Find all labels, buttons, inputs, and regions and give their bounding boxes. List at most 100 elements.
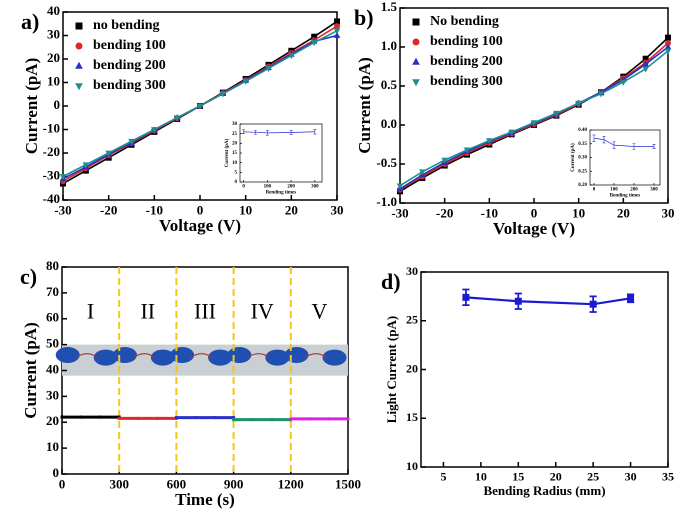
segment-label: I [87, 299, 94, 324]
y-tick-label: 0.20 [578, 183, 587, 188]
x-tick-label: -10 [146, 203, 163, 218]
marker [530, 120, 538, 127]
y-tick-label: 10 [46, 439, 59, 454]
y-tick-label: 0.5 [381, 77, 398, 92]
marker [265, 66, 272, 72]
x-tick-label: 100 [610, 188, 618, 193]
marker [642, 60, 649, 67]
y-axis-label: Light Current (pA) [384, 316, 399, 423]
marker [251, 418, 255, 422]
glove [150, 349, 175, 366]
marker [334, 23, 340, 30]
marker [82, 162, 90, 169]
series-line [465, 296, 631, 306]
y-axis-label: Current (pA) [21, 322, 40, 418]
x-tick-label: 200 [287, 185, 295, 190]
x-axis-label: Time (s) [175, 490, 235, 509]
marker [334, 18, 340, 25]
y-tick-label: 0.25 [578, 169, 587, 174]
error-bar [652, 144, 656, 149]
x-tick-label: 300 [311, 185, 319, 190]
y-tick-label: 0 [54, 97, 61, 112]
marker [627, 294, 635, 302]
error-bar [632, 143, 636, 150]
marker [412, 18, 420, 26]
marker [462, 293, 470, 301]
marker [98, 415, 102, 419]
error-bar [253, 130, 257, 135]
y-tick-label: 30 [46, 387, 59, 402]
y-tick-label: -0.5 [376, 155, 397, 170]
marker [311, 33, 318, 40]
marker [193, 416, 197, 420]
x-tick-label: 30 [331, 203, 344, 218]
marker [59, 174, 67, 181]
glove [322, 349, 347, 366]
y-tick-label: 40 [47, 3, 60, 18]
error-bar [265, 130, 269, 136]
segment-label: V [311, 299, 327, 324]
y-tick-label: 10 [232, 161, 238, 166]
glove [55, 346, 80, 363]
marker [486, 138, 493, 145]
x-tick-label: 0 [59, 477, 66, 492]
sample-film [132, 353, 156, 358]
y-tick-label: 20 [232, 141, 238, 146]
marker [289, 417, 293, 421]
x-tick-label: 20 [550, 470, 562, 484]
marker [575, 100, 582, 107]
y-tick-label: 60 [46, 310, 59, 325]
legend-label: bending 200 [93, 58, 166, 73]
marker [346, 417, 350, 421]
y-tick-label: 10 [406, 459, 418, 473]
marker [333, 31, 341, 38]
sample-film [75, 353, 99, 358]
x-tick-label: 20 [617, 206, 630, 221]
sample-film [247, 353, 270, 358]
x-tick-label: 25 [587, 470, 599, 484]
error-bar [592, 134, 596, 142]
y-tick-label: 70 [46, 284, 59, 299]
y-tick-label: 30 [232, 122, 238, 127]
y-tick-label: 0.0 [381, 116, 397, 131]
glove [93, 349, 118, 366]
glove [112, 346, 137, 363]
y-tick-label: 25 [232, 132, 238, 137]
marker [441, 157, 448, 164]
panel-label: c) [20, 264, 37, 289]
marker [75, 83, 83, 91]
y-tick-label: 30 [47, 26, 60, 41]
marker [75, 22, 83, 30]
marker [327, 417, 331, 421]
x-tick-label: 30 [625, 470, 637, 484]
legend-label: no bending [93, 18, 160, 33]
x-tick-label: -20 [100, 203, 117, 218]
x-tick-label: 1500 [335, 477, 361, 492]
plot-frame [420, 271, 669, 468]
y-tick-label: 15 [232, 151, 238, 156]
marker [412, 57, 420, 65]
x-axis-label: Voltage (V) [493, 219, 575, 238]
x-tick-label: 10 [475, 470, 487, 484]
x-tick-label: 5 [440, 470, 446, 484]
panel-label: d) [381, 269, 401, 294]
panel-label: b) [354, 5, 374, 30]
marker [128, 138, 135, 145]
marker [664, 48, 672, 55]
marker [333, 28, 341, 35]
x-tick-label: 600 [167, 477, 187, 492]
marker [75, 61, 83, 69]
marker [242, 78, 249, 85]
x-axis-label: Voltage (V) [159, 216, 241, 235]
legend-label: bending 100 [430, 34, 503, 49]
y-tick-label: 25 [406, 313, 418, 327]
marker [288, 53, 295, 60]
marker [213, 416, 217, 420]
marker [232, 418, 236, 422]
glove [265, 349, 290, 366]
error-bar [242, 129, 246, 134]
x-tick-label: 1200 [278, 477, 304, 492]
y-tick-label: 20 [46, 413, 59, 428]
error-bar [289, 130, 293, 135]
marker [642, 55, 649, 62]
